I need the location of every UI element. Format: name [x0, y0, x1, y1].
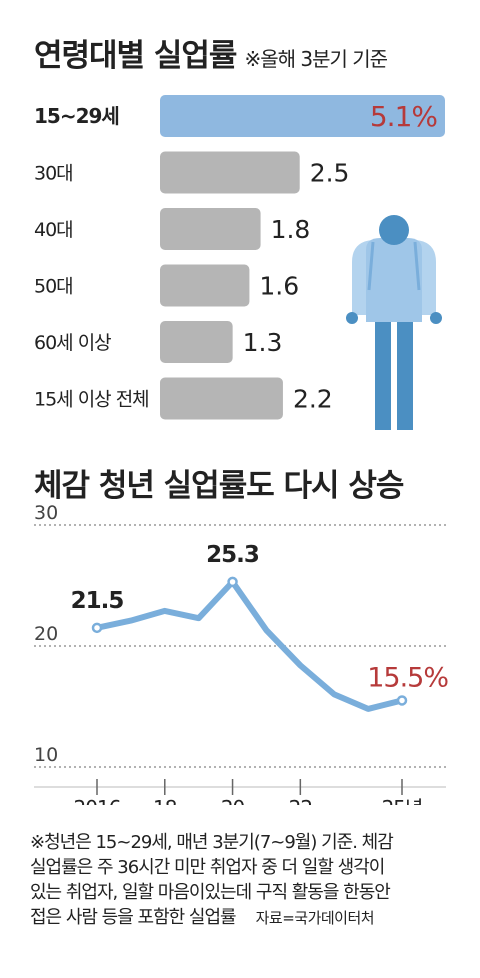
footnote-line: 접은 사람 등을 포함한 실업률 — [30, 907, 237, 928]
figure-right-leg — [397, 408, 413, 430]
bar — [160, 95, 445, 137]
bar — [160, 264, 250, 307]
line-chart-title: 체감 청년 실업률도 다시 상승 — [34, 468, 404, 504]
x-tick-label: 2016 — [74, 796, 121, 805]
bar-chart-title: 연령대별 실업률 ※올해 3분기 기준 — [34, 38, 388, 74]
data-point — [396, 695, 408, 706]
bar-value-label: 2.2 — [293, 385, 333, 414]
bar-category-label: 15세 이상 전체 — [34, 389, 149, 411]
figure-backpack-strap — [413, 241, 421, 291]
series-line — [94, 578, 405, 712]
bar-value-label: 1.8 — [271, 215, 311, 244]
bar-value-label: 1.3 — [243, 328, 283, 357]
bar-category-label: 50대 — [34, 276, 73, 298]
x-tick-label: 25년 — [382, 796, 423, 805]
figure-right-leg-upper — [397, 310, 413, 410]
bar-value-label: 1.6 — [259, 272, 299, 301]
bar-value-label: 2.5 — [310, 159, 350, 188]
data-label: 21.5 — [71, 588, 124, 614]
data-label: 15.5% — [367, 662, 448, 693]
youth-unemployment-line-chart: 10 20 30 2016 18 20 22 25년 21.5 25.3 15.5% — [34, 505, 449, 805]
x-tick-label: 22 — [289, 796, 312, 805]
figure-left-leg-upper — [375, 310, 391, 410]
x-tick-label: 18 — [153, 796, 177, 805]
bar-category-label: 40대 — [34, 219, 73, 241]
y-tick-label: 20 — [34, 623, 58, 645]
y-tick-label: 30 — [34, 505, 58, 524]
young-person-illustration — [346, 215, 442, 430]
age-unemployment-bar-chart: 15~29세 5.1% 30대 2.5 40대 1.8 50대 1.6 60세 이상 1.3 15세… — [34, 95, 445, 430]
data-point — [227, 576, 238, 588]
figure-torso — [366, 238, 422, 322]
figure-left-hand — [346, 312, 358, 324]
y-tick-label: 10 — [34, 744, 58, 766]
figure-backpack-strap — [367, 241, 375, 291]
bar-category-label: 30대 — [34, 163, 73, 185]
source-credit: 자료=국가데이터처 — [255, 909, 375, 927]
bar — [160, 151, 300, 194]
figure-right-hand — [430, 312, 442, 324]
bar-category-label: 15~29세 — [34, 104, 119, 128]
x-tick-label: 20 — [221, 796, 245, 805]
bar — [160, 208, 261, 250]
bar-category-label: 60세 이상 — [34, 332, 111, 354]
figure-left-leg — [375, 408, 391, 430]
footnote-line: 실업률은 주 36시간 미만 취업자 중 더 일할 생각이 — [30, 857, 385, 878]
footnote-line: ※청년은 15~29세, 매년 3분기(7~9월) 기준. 체감 — [30, 832, 394, 853]
data-point — [91, 622, 103, 634]
bar — [160, 377, 283, 420]
figure-head — [379, 215, 409, 245]
footnote: ※청년은 15~29세, 매년 3분기(7~9월) 기준. 체감 실업률은 주 … — [30, 830, 450, 931]
bar — [160, 321, 233, 363]
bar-chart-subtitle: ※올해 3분기 기준 — [244, 47, 388, 71]
bar-value-label: 5.1% — [370, 100, 438, 133]
footnote-line: 있는 취업자, 일할 마음이있는데 구직 활동을 한동안 — [30, 882, 391, 903]
data-label: 25.3 — [206, 542, 259, 568]
